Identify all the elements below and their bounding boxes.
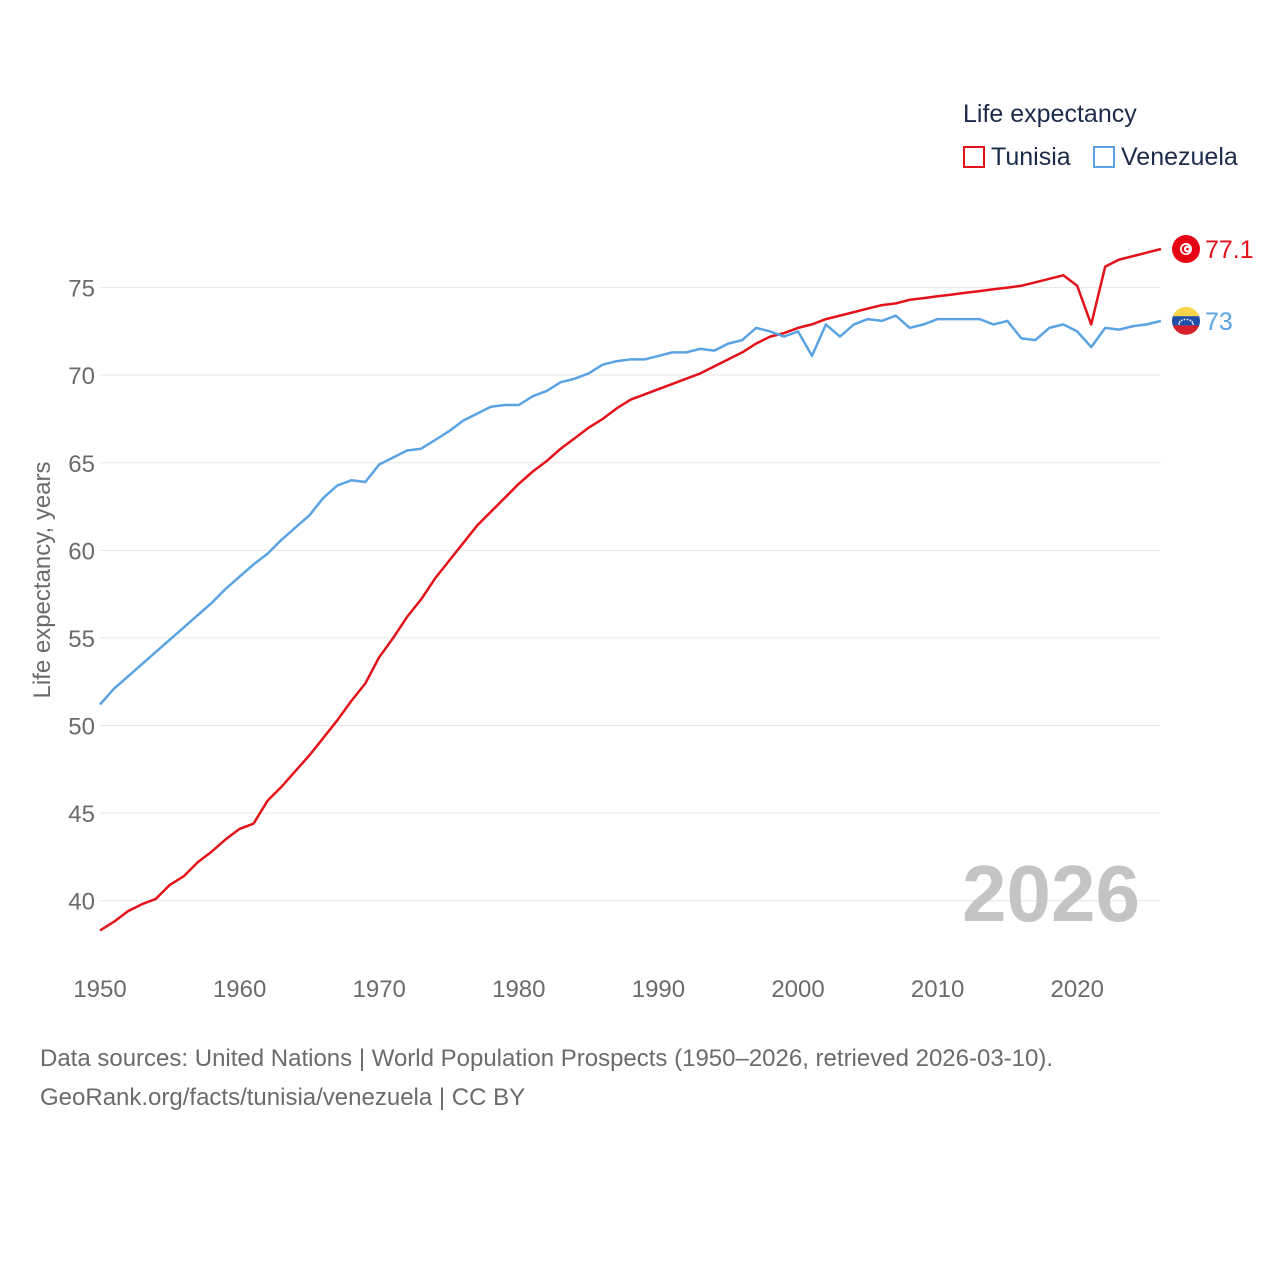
x-tick-label: 2000 [771, 976, 824, 1003]
end-label-venezuela: 73 [1205, 308, 1233, 336]
x-tick-label: 1970 [353, 976, 406, 1003]
x-tick-label: 2010 [911, 976, 964, 1003]
source-line-1: Data sources: United Nations | World Pop… [40, 1045, 1054, 1072]
series-end-labels: 77.1 73 [1172, 235, 1254, 336]
y-tick-label: 55 [68, 626, 95, 653]
legend-item-venezuela[interactable]: Venezuela [1093, 142, 1238, 172]
y-axis-ticks: 40 45 50 55 60 65 70 75 [68, 276, 95, 916]
y-tick-label: 50 [68, 714, 95, 741]
series-line-venezuela [99, 314, 1162, 706]
y-tick-label: 70 [68, 363, 95, 390]
x-tick-label: 1980 [492, 976, 545, 1003]
legend-title: Life expectancy [963, 100, 1137, 128]
y-axis-label: Life expectancy, years [29, 461, 56, 698]
y-tick-label: 75 [68, 276, 95, 303]
y-tick-label: 60 [68, 538, 95, 565]
x-tick-label: 1960 [213, 976, 266, 1003]
x-tick-label: 2020 [1051, 976, 1104, 1003]
venezuela-flag-icon [1172, 306, 1200, 335]
x-tick-label: 1950 [73, 976, 126, 1003]
y-tick-label: 40 [68, 889, 95, 916]
legend-swatch-tunisia [963, 146, 985, 168]
series-lines [99, 247, 1162, 932]
legend-label-venezuela: Venezuela [1121, 142, 1238, 171]
y-tick-label: 65 [68, 451, 95, 478]
legend-item-tunisia[interactable]: Tunisia [963, 142, 1071, 172]
y-tick-label: 45 [68, 801, 95, 828]
gridlines [100, 287, 1161, 902]
series-line-tunisia [99, 247, 1162, 932]
legend-label-tunisia: Tunisia [991, 142, 1071, 171]
x-axis-ticks: 1950 1960 1970 1980 1990 2000 2010 2020 [73, 976, 1104, 1003]
x-tick-label: 1990 [632, 976, 685, 1003]
tunisia-flag-icon [1172, 235, 1200, 264]
end-label-tunisia: 77.1 [1205, 236, 1254, 264]
year-watermark: 2026 [962, 849, 1140, 938]
source-line-2[interactable]: GeoRank.org/facts/tunisia/venezuela | CC… [40, 1084, 526, 1111]
legend-swatch-venezuela [1093, 146, 1115, 168]
